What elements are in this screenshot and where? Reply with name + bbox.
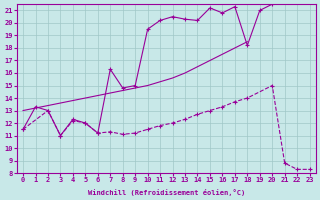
X-axis label: Windchill (Refroidissement éolien,°C): Windchill (Refroidissement éolien,°C) bbox=[88, 189, 245, 196]
